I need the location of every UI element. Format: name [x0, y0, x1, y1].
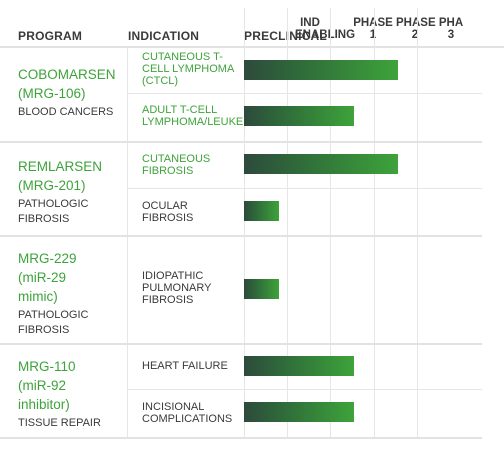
indication-label[interactable]: CUTANEOUS T-CELL LYMPHOMA (CTCL): [142, 51, 234, 87]
progress-bar: [244, 356, 354, 376]
progress-bar: [244, 106, 354, 126]
header-preclinical: PRECLINICAL: [244, 29, 327, 43]
indication-row: CUTANEOUS T-CELL LYMPHOMA (CTCL): [127, 47, 482, 94]
grid-line-phase2: [374, 8, 375, 438]
program-category: BLOOD CANCERS: [18, 106, 114, 118]
indication-row: INCISIONAL COMPLICATIONS: [127, 390, 482, 437]
progress-bar: [244, 60, 398, 80]
program-name[interactable]: REMLARSEN (MRG-201): [18, 159, 103, 193]
header-phase-3: PHA 3: [438, 17, 464, 41]
indication-label[interactable]: CUTANEOUS FIBROSIS: [142, 153, 211, 177]
indication-row: ADULT T-CELL LYMPHOMA/LEUKEMIA: [127, 94, 482, 141]
header-indication: INDICATION: [128, 29, 200, 43]
indication-row: IDIOPATHIC PULMONARY FIBROSIS: [127, 237, 482, 343]
program-group-mrg-110: MRG-110 (miR-92 inhibitor) TISSUE REPAIR…: [0, 345, 482, 439]
grid-line-preclinical: [244, 8, 245, 438]
program-group-mrg-229: MRG-229 (miR-29 mimic) PATHOLOGIC FIBROS…: [0, 237, 482, 345]
program-group-cobomarsen: COBOMARSEN (MRG-106) BLOOD CANCERS CUTAN…: [0, 47, 482, 143]
pipeline-header: PROGRAM INDICATION PRECLINICAL IND ENABLI…: [0, 0, 504, 48]
indication-label[interactable]: ADULT T-CELL LYMPHOMA/LEUKEMIA: [142, 104, 246, 128]
program-name[interactable]: MRG-110 (miR-92 inhibitor): [18, 359, 76, 412]
program-group-remlarsen: REMLARSEN (MRG-201) PATHOLOGIC FIBROSIS …: [0, 143, 482, 237]
progress-bar: [244, 201, 279, 221]
indication-row: CUTANEOUS FIBROSIS: [127, 143, 482, 189]
program-name[interactable]: COBOMARSEN (MRG-106): [18, 67, 116, 101]
indication-label: HEART FAILURE: [142, 360, 228, 372]
indication-label: INCISIONAL COMPLICATIONS: [142, 401, 233, 425]
grid-line-ind: [287, 8, 288, 438]
indication-row: HEART FAILURE: [127, 345, 482, 390]
progress-bar: [244, 402, 354, 422]
indication-row: OCULAR FIBROSIS: [127, 189, 482, 235]
grid-line-phase1: [330, 8, 331, 438]
program-name[interactable]: MRG-229 (miR-29 mimic): [18, 251, 77, 304]
progress-bar: [244, 279, 279, 299]
program-category: PATHOLOGIC FIBROSIS: [18, 198, 89, 225]
header-program: PROGRAM: [18, 29, 83, 43]
program-category: TISSUE REPAIR: [18, 417, 101, 429]
indication-label: IDIOPATHIC PULMONARY FIBROSIS: [142, 270, 212, 306]
header-phase-2: PHASE 2: [396, 17, 436, 41]
grid-line-phase3: [417, 8, 418, 438]
progress-bar: [244, 154, 398, 174]
program-category: PATHOLOGIC FIBROSIS: [18, 309, 89, 336]
indication-label: OCULAR FIBROSIS: [142, 200, 194, 224]
header-ind-enabling: IND ENABLING: [295, 17, 356, 41]
header-phase-1: PHASE 1: [353, 17, 393, 41]
